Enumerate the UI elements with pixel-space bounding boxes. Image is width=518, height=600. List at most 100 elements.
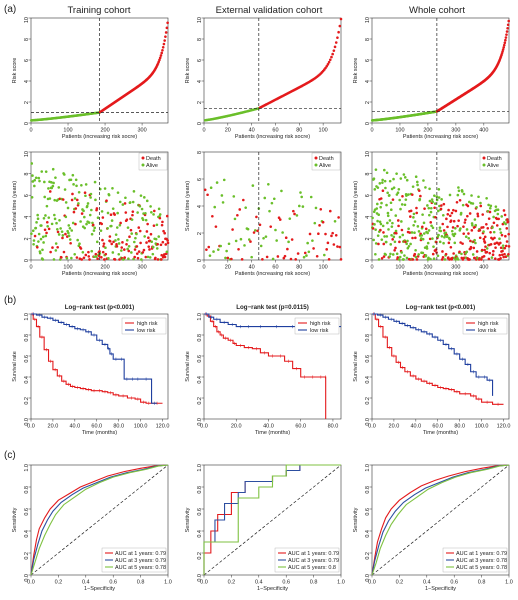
alive-point [431,226,435,230]
alive-point [57,186,61,189]
alive-point [439,229,443,233]
risk-point [326,63,330,66]
death-point [435,240,438,244]
alive-point [400,203,404,206]
x-axis-label: Patients (increasing risk socre) [62,271,137,277]
alive-point [471,202,475,205]
x-tick-label: 40.0 [263,424,274,430]
death-point [330,234,333,238]
risk-point [502,43,506,47]
legend-label: low risk [310,328,329,334]
y-tick-label: 0 [365,122,371,125]
death-point [101,216,105,219]
cohort-title-whole: Whole cohort [409,5,465,16]
alive-point [68,238,72,241]
death-point [113,213,116,216]
death-point [457,219,460,222]
alive-point [388,255,391,258]
death-point [289,257,293,261]
alive-point [222,178,226,182]
alive-point [64,201,68,204]
y-axis-label: Risk score [353,58,359,84]
y-tick-label: 0.0 [365,418,371,426]
alive-point [427,229,431,232]
death-point [488,251,492,255]
legend-death-marker [482,156,486,160]
death-point [45,220,49,224]
y-tick-label: 0.6 [197,355,203,363]
y-axis-label: Survival rate [185,351,191,382]
alive-point [422,221,426,225]
alive-point [138,204,142,208]
death-point [503,246,507,250]
death-point [499,246,503,250]
y-tick-label: 0 [197,122,203,125]
alive-point [485,196,488,200]
alive-point [114,233,118,236]
alive-point [418,197,422,201]
x-axis-label: 1−Specificity [257,586,288,592]
alive-point [381,178,384,182]
death-point [146,222,149,226]
alive-point [384,240,388,244]
alive-point [57,233,61,236]
death-point [125,243,128,246]
alive-point [397,258,401,261]
legend-label: AUC at 1 years: 0.79 [456,551,507,557]
alive-point [386,221,389,225]
death-point [444,252,448,256]
alive-point [389,243,393,246]
death-point [269,225,273,228]
legend-death-marker [314,156,318,160]
alive-point [407,244,411,248]
alive-point [126,247,129,251]
death-point [487,257,491,261]
alive-point [209,186,213,189]
alive-point [51,184,55,188]
death-point [499,256,502,260]
alive-point [412,223,415,227]
risk-point [332,49,336,52]
alive-point [385,203,388,207]
death-point [75,198,79,202]
alive-point [53,198,56,202]
death-point [83,191,87,195]
alive-point [419,237,423,240]
alive-point [424,186,427,189]
death-point [141,251,145,254]
x-tick-label: 100 [395,128,404,134]
alive-point [422,179,425,182]
alive-point [470,194,473,197]
death-point [144,255,148,259]
death-point [101,238,104,242]
death-point [493,242,497,245]
death-point [102,244,105,248]
alive-point [453,241,457,245]
alive-point [50,222,54,226]
y-tick-label: 1.0 [365,464,371,472]
alive-point [117,242,121,245]
y-tick-label: 0.2 [197,552,203,560]
alive-point [386,211,390,215]
risk-point [331,52,334,56]
death-point [452,219,456,223]
death-point [205,248,208,251]
death-point [476,214,480,218]
y-axis-label: Risk score [185,58,191,84]
alive-point [373,188,377,191]
alive-point [225,249,228,253]
y-tick-label: 1.0 [24,313,30,321]
alive-point [135,232,138,236]
alive-point [405,242,408,246]
y-tick-label: 2 [197,232,203,235]
alive-point [425,245,429,248]
death-point [80,258,84,261]
death-point [160,223,164,227]
death-point [505,240,509,243]
alive-point [130,232,134,235]
alive-point [117,238,120,241]
alive-point [53,213,56,217]
x-tick-label: 40 [249,265,255,271]
alive-point [150,240,154,243]
alive-point [492,230,496,234]
